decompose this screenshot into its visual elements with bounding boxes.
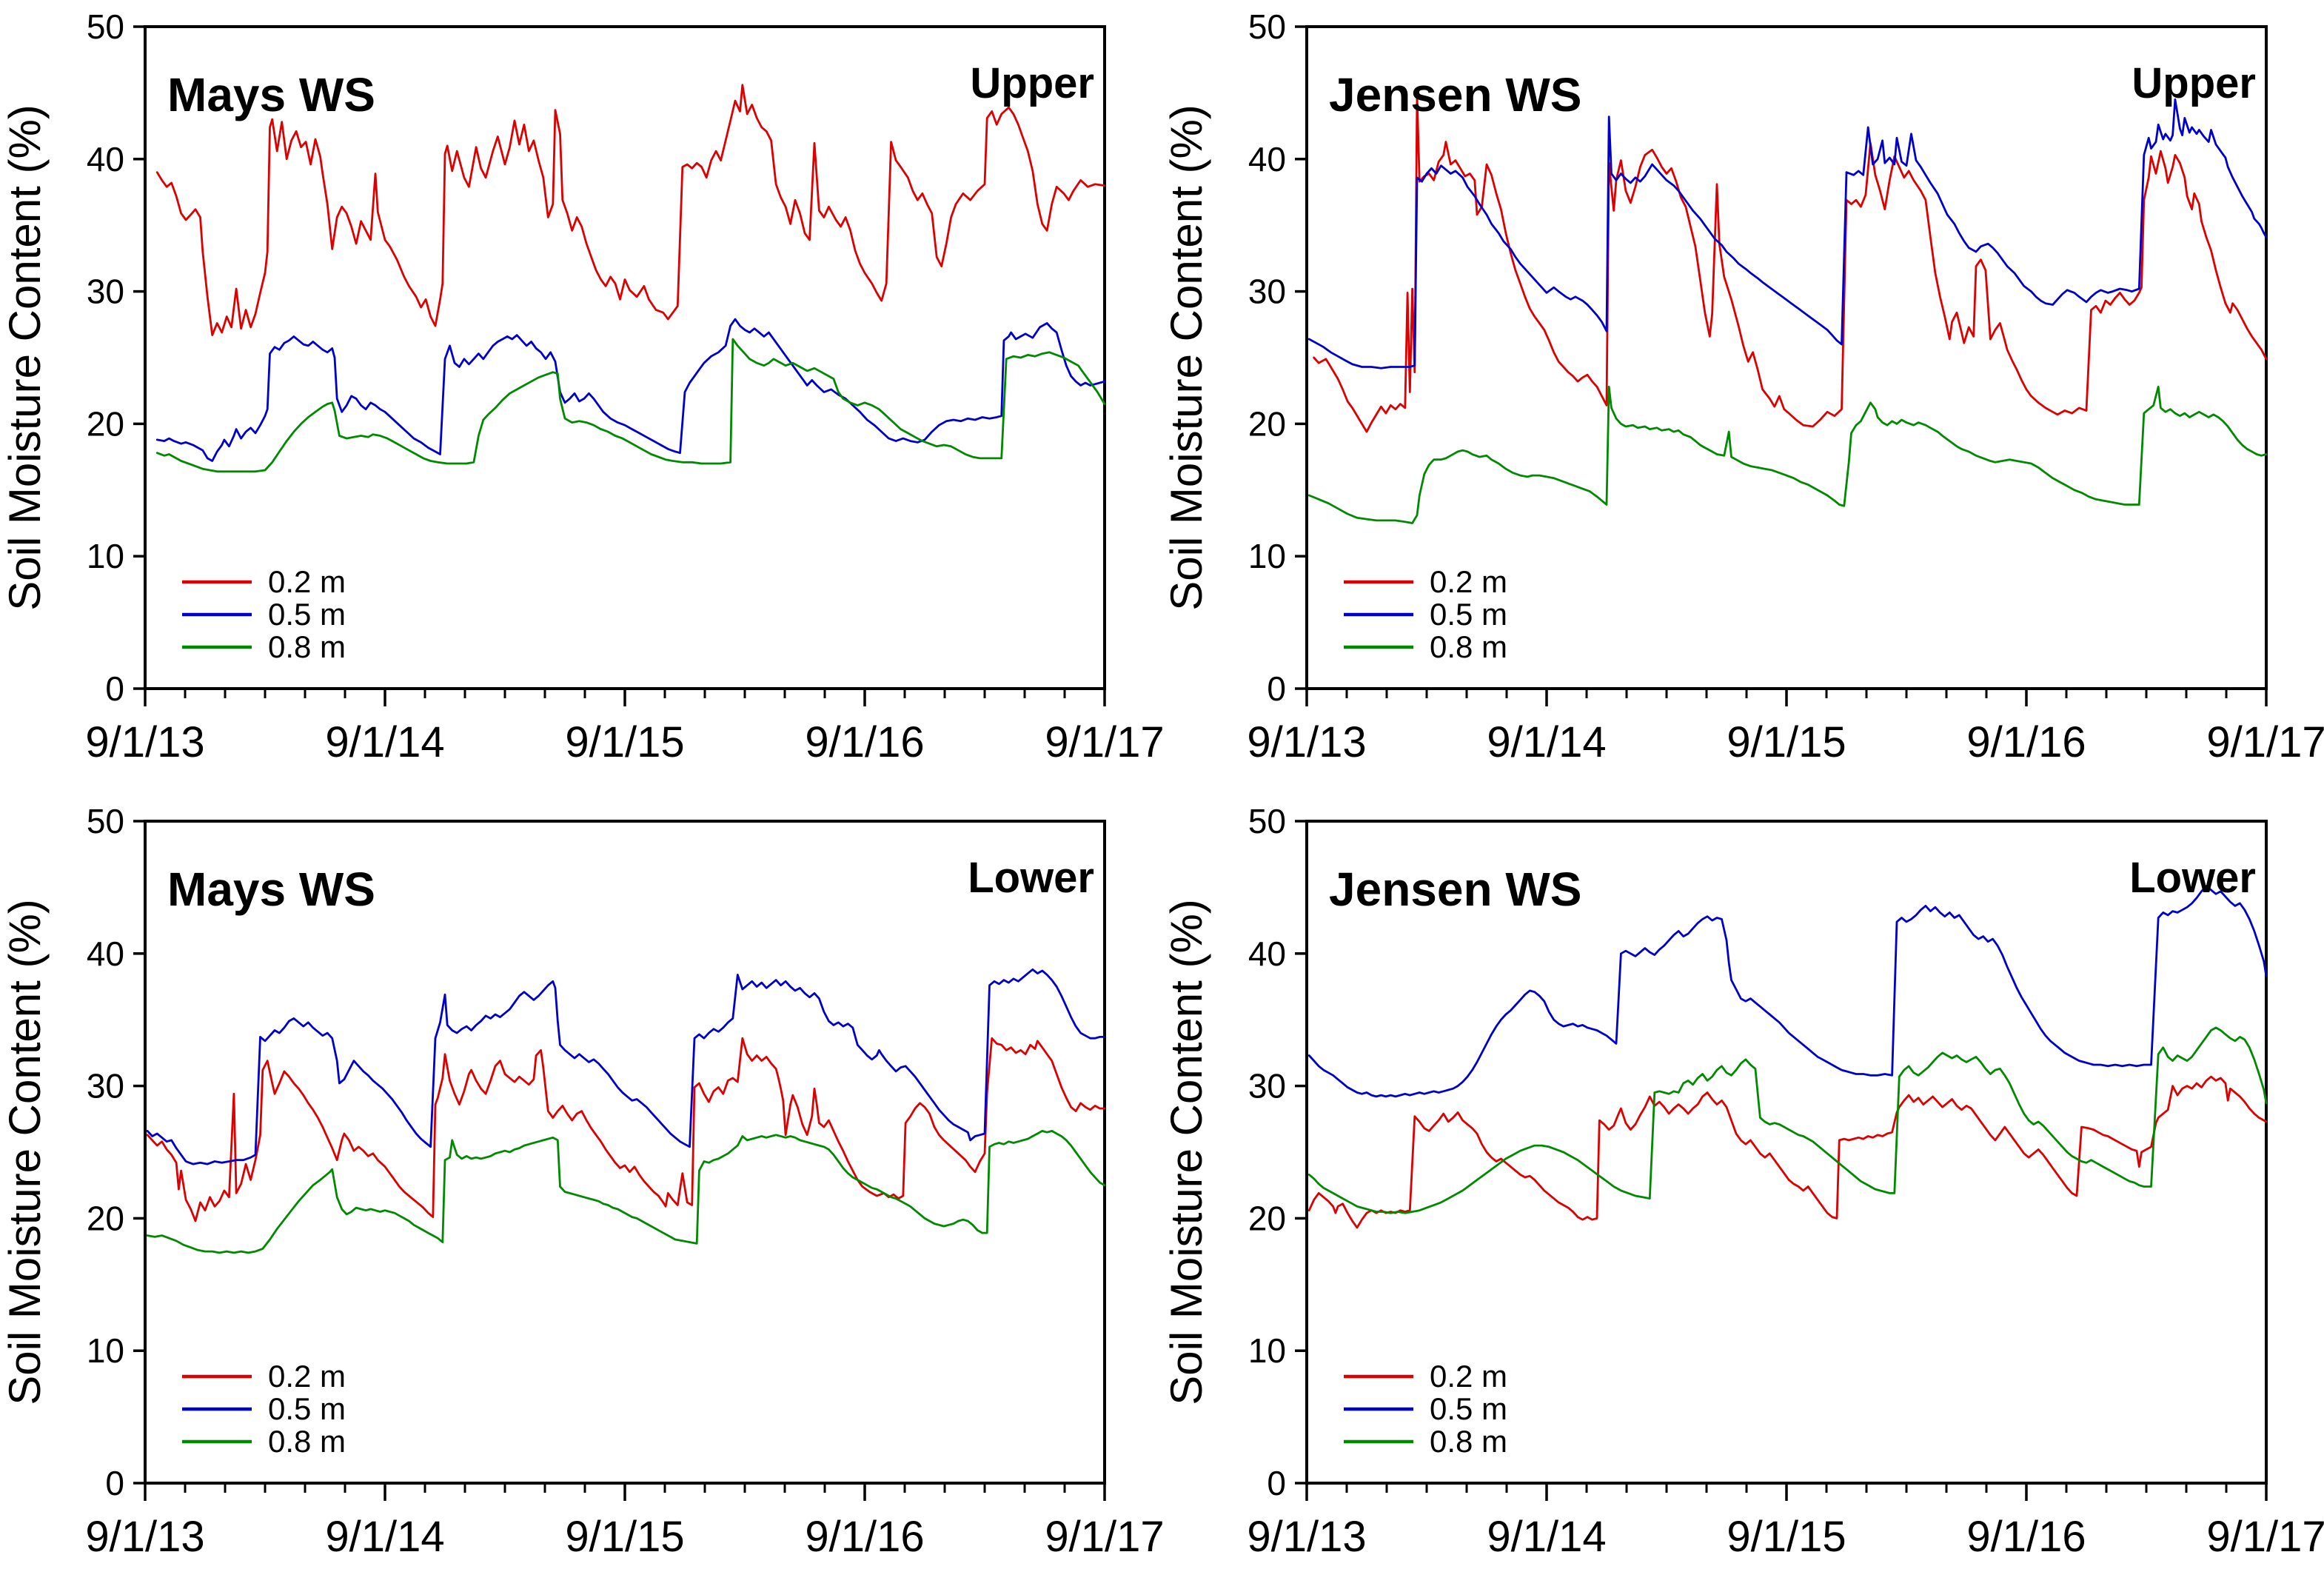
y-axis-label: Soil Moisture Content (%) (0, 104, 50, 611)
y-axis-label: Soil Moisture Content (%) (0, 899, 50, 1405)
legend-label: 0.2 m (268, 1359, 346, 1394)
x-tick-label: 9/1/17 (2206, 1513, 2324, 1561)
position-label: Upper (2132, 59, 2256, 107)
y-tick-label: 40 (1248, 140, 1286, 178)
series-line-0.2-m (146, 1037, 1106, 1222)
position-label: Upper (970, 59, 1094, 107)
series-line-0.5-m (1307, 885, 2268, 1098)
y-tick-label: 40 (87, 140, 124, 178)
x-tick-label: 9/1/14 (325, 718, 444, 766)
legend-label: 0.8 m (268, 1424, 346, 1459)
y-tick-label: 50 (1248, 7, 1286, 46)
panel-jensen-ws-upper: 0 10 20 30 40 50 9/1/13 9/1/14 9/1/15 9/1/16 9/1/1… (1162, 0, 2324, 794)
x-tick-label: 9/1/16 (805, 718, 924, 766)
series-line-0.5-m (1307, 98, 2268, 369)
x-tick-label: 9/1/16 (1966, 1513, 2086, 1561)
y-tick-label: 0 (1267, 1464, 1286, 1502)
y-tick-label: 20 (87, 1199, 124, 1237)
y-tick-label: 50 (87, 7, 124, 46)
legend-label: 0.5 m (268, 597, 346, 632)
y-tick-label: 10 (1248, 1331, 1286, 1370)
panel-title: Jensen WS (1329, 863, 1581, 916)
x-tick-label: 9/1/13 (1247, 718, 1366, 766)
chart-mays-ws-lower: 0 10 20 30 40 50 9/1/13 9/1/14 9/1/15 9/1/16 9/1/1… (0, 802, 1162, 1561)
position-label: Lower (968, 854, 1094, 902)
series-line-0.5-m (155, 318, 1106, 462)
series-line-0.8-m (1307, 1026, 2268, 1214)
chart-jensen-ws-upper: 0 10 20 30 40 50 9/1/13 9/1/14 9/1/15 9/1/16 9/1/1… (1162, 7, 2324, 766)
series-line-0.8-m (155, 338, 1106, 473)
x-tick-label: 9/1/17 (1045, 718, 1162, 766)
y-tick-label: 10 (87, 537, 124, 575)
x-tick-label: 9/1/14 (1487, 1513, 1606, 1561)
legend-label: 0.2 m (268, 564, 346, 599)
x-tick-label: 9/1/17 (1045, 1513, 1162, 1561)
y-axis-label: Soil Moisture Content (%) (1162, 899, 1211, 1405)
x-tick-label: 9/1/14 (1487, 718, 1606, 766)
y-tick-label: 20 (1248, 1199, 1286, 1237)
x-tick-label: 9/1/15 (565, 1513, 684, 1561)
panel-mays-ws-lower: 0 10 20 30 40 50 9/1/13 9/1/14 9/1/15 9/1/16 9/1/1… (0, 794, 1162, 1589)
series-line-0.2-m (155, 84, 1106, 337)
y-tick-label: 50 (87, 802, 124, 840)
y-tick-label: 30 (1248, 272, 1286, 311)
x-tick-label: 9/1/13 (85, 1513, 204, 1561)
position-label: Lower (2129, 854, 2256, 902)
legend-label: 0.8 m (268, 629, 346, 664)
y-tick-label: 40 (87, 934, 124, 973)
y-tick-label: 50 (1248, 802, 1286, 840)
chart-jensen-ws-lower: 0 10 20 30 40 50 9/1/13 9/1/14 9/1/15 9/1/16 9/1/1… (1162, 802, 2324, 1561)
legend-label: 0.8 m (1430, 629, 1507, 664)
series-line-0.8-m (146, 1129, 1106, 1254)
x-tick-label: 9/1/16 (1966, 718, 2086, 766)
legend-label: 0.5 m (1430, 1391, 1507, 1426)
y-tick-label: 20 (1248, 404, 1286, 443)
x-tick-label: 9/1/15 (1727, 718, 1846, 766)
chart-mays-ws-upper: 0 10 20 30 40 50 9/1/13 9/1/14 9/1/15 9/1/16 9/1/1… (0, 7, 1162, 766)
y-tick-label: 10 (87, 1331, 124, 1370)
x-tick-label: 9/1/13 (85, 718, 204, 766)
series-line-0.8-m (1307, 385, 2268, 524)
y-tick-label: 30 (87, 1067, 124, 1105)
y-axis-label: Soil Moisture Content (%) (1162, 104, 1211, 611)
y-tick-label: 30 (1248, 1067, 1286, 1105)
legend-label: 0.8 m (1430, 1424, 1507, 1459)
panel-title: Jensen WS (1329, 68, 1581, 121)
series-line-0.2-m (1307, 1075, 2268, 1229)
legend-label: 0.5 m (268, 1391, 346, 1426)
legend-label: 0.5 m (1430, 597, 1507, 632)
panel-mays-ws-upper: 0 10 20 30 40 50 9/1/13 9/1/14 9/1/15 9/1/16 9/1/1… (0, 0, 1162, 794)
y-tick-label: 30 (87, 272, 124, 311)
panel-jensen-ws-lower: 0 10 20 30 40 50 9/1/13 9/1/14 9/1/15 9/1/16 9/1/1… (1162, 794, 2324, 1589)
y-tick-label: 0 (105, 669, 124, 708)
series-line-0.2-m (1313, 94, 2268, 433)
y-tick-label: 20 (87, 404, 124, 443)
x-tick-label: 9/1/15 (565, 718, 684, 766)
x-tick-label: 9/1/17 (2206, 718, 2324, 766)
series-line-0.5-m (146, 968, 1106, 1165)
x-tick-label: 9/1/15 (1727, 1513, 1846, 1561)
y-tick-label: 40 (1248, 934, 1286, 973)
panel-title: Mays WS (167, 68, 375, 121)
x-tick-label: 9/1/13 (1247, 1513, 1366, 1561)
y-tick-label: 0 (1267, 669, 1286, 708)
y-tick-label: 10 (1248, 537, 1286, 575)
panel-title: Mays WS (167, 863, 375, 916)
y-tick-label: 0 (105, 1464, 124, 1502)
legend-label: 0.2 m (1430, 564, 1507, 599)
x-tick-label: 9/1/14 (325, 1513, 444, 1561)
legend-label: 0.2 m (1430, 1359, 1507, 1394)
x-tick-label: 9/1/16 (805, 1513, 924, 1561)
